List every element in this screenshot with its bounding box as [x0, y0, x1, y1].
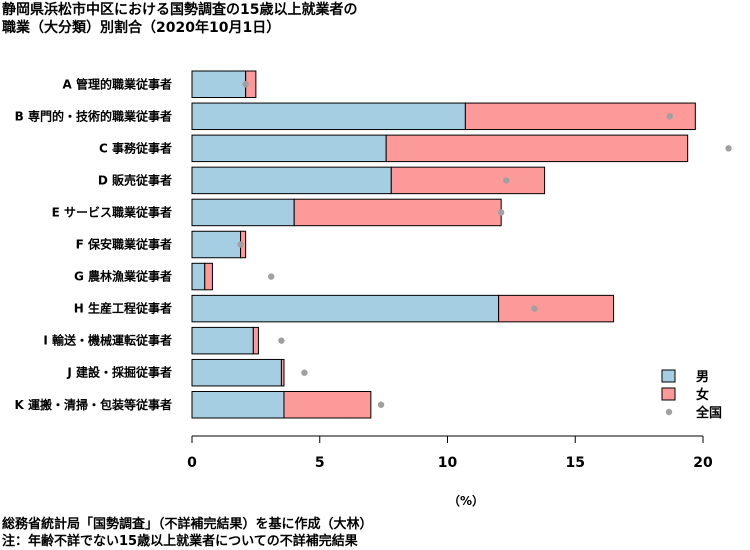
national-point [503, 177, 510, 184]
category-label: B 専門的・技術的職業従事者 [15, 108, 172, 123]
female-bar [390, 166, 546, 195]
female-bar [204, 262, 213, 291]
category-label: I 輸送・機械運転従事者 [43, 333, 172, 348]
male-bar [191, 391, 285, 419]
female-bar [498, 294, 615, 323]
category-label: E サービス職業従事者 [52, 204, 172, 219]
male-bar [191, 70, 247, 98]
category-label: K 運搬・清掃・包装等従事者 [15, 397, 172, 412]
male-bar [191, 166, 392, 195]
female-bar [283, 391, 372, 419]
female-bar [293, 198, 502, 227]
x-tick-label: 15 [566, 455, 585, 471]
x-tick-label: 0 [187, 455, 197, 471]
national-point [301, 369, 308, 376]
category-label: A 管理的職業従事者 [63, 76, 172, 91]
male-bar [191, 262, 206, 291]
national-point [268, 273, 275, 280]
x-axis-unit-label: （%） [448, 494, 485, 508]
category-label: G 農林漁業従事者 [74, 269, 172, 284]
national-point [278, 337, 285, 344]
category-label: C 事務従事者 [99, 140, 172, 155]
x-tick-label: 10 [438, 455, 458, 471]
x-tick-label: 20 [693, 455, 713, 471]
national-point [242, 81, 249, 88]
national-point [497, 209, 505, 216]
legend-point-national [665, 408, 673, 416]
national-point [377, 401, 385, 408]
chart-footer: 総務省統計局「国勢調査」（不詳補完結果）を基に作成（大林） 注：年齢不詳でない1… [2, 516, 373, 550]
title-line-2: 職業（大分類）別割合（2020年10月1日） [2, 20, 281, 36]
category-label: F 保安職業従事者 [76, 237, 172, 252]
legend-label: 男 [696, 370, 709, 385]
female-bar [385, 134, 689, 163]
legend-label: 女 [696, 387, 709, 403]
male-bar [191, 230, 242, 259]
female-bar [252, 326, 259, 355]
national-point [531, 305, 538, 312]
male-bar [191, 102, 466, 131]
male-bar [191, 294, 500, 323]
x-tick-label: 5 [315, 455, 325, 471]
female-bar [280, 358, 285, 387]
title-line-1: 静岡県浜松市中区における国勢調査の15歳以上就業者の [2, 2, 358, 18]
national-point [237, 241, 244, 248]
national-point [725, 145, 732, 152]
category-label: H 生産工程従事者 [74, 301, 172, 316]
legend-swatch-male [661, 369, 676, 383]
source-note: 総務省統計局「国勢調査」（不詳補完結果）を基に作成（大林） [2, 517, 373, 532]
chart-title: 静岡県浜松市中区における国勢調査の15歳以上就業者の 職業（大分類）別割合（20… [2, 1, 357, 37]
male-bar [191, 134, 387, 163]
male-bar [191, 358, 282, 387]
male-bar [191, 198, 295, 227]
female-bar [464, 102, 696, 131]
national-point [666, 113, 673, 120]
male-bar [191, 326, 254, 355]
legend-label: 全国 [695, 405, 722, 421]
footnote: 注：年齢不詳でない15歳以上就業者についての不詳補完結果 [2, 534, 358, 549]
legend-swatch-female [661, 387, 676, 401]
category-label: D 販売従事者 [98, 172, 172, 187]
category-label: J 建設・採掘従事者 [66, 365, 172, 380]
